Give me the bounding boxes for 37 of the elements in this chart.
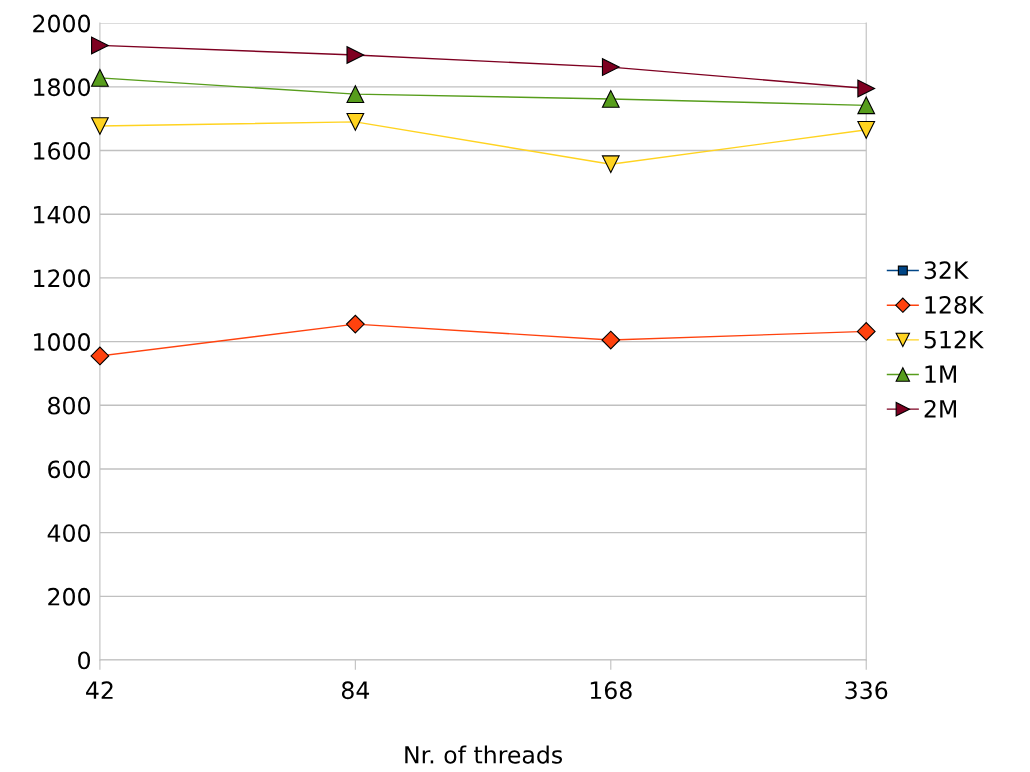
legend-label: 32K xyxy=(924,261,969,280)
point xyxy=(91,36,109,55)
point xyxy=(601,155,620,174)
legend-label: 128K xyxy=(925,295,984,314)
point xyxy=(856,322,876,341)
y-tick-label: 800 xyxy=(48,396,91,415)
point xyxy=(90,346,110,366)
y-tick-label: 1600 xyxy=(34,141,91,160)
point xyxy=(91,69,109,87)
y-tick-label: 1200 xyxy=(34,269,91,288)
y-tick-label: 2000 xyxy=(33,14,91,33)
y-tick-label: 200 xyxy=(48,587,91,606)
y-tick-label: 0 xyxy=(78,651,91,670)
y-tick-label: 1800 xyxy=(34,78,91,97)
x-tick-label: 84 xyxy=(341,681,370,700)
point xyxy=(857,96,876,115)
point xyxy=(601,58,620,76)
point xyxy=(601,330,621,350)
point xyxy=(346,46,365,64)
x-tick-label: 42 xyxy=(86,681,113,699)
point xyxy=(857,79,876,98)
x-tick-label: 336 xyxy=(845,681,888,700)
point xyxy=(857,120,876,139)
x-axis-title: Nr. of threads xyxy=(405,745,562,764)
y-tick-label: 600 xyxy=(48,460,91,479)
x-tick-label: 168 xyxy=(590,681,632,700)
legend-label: 2M xyxy=(924,399,956,418)
point xyxy=(346,85,365,104)
legend-label: 512K xyxy=(924,330,984,349)
y-tick-label: 400 xyxy=(47,524,91,542)
point xyxy=(346,112,365,131)
point xyxy=(345,314,365,334)
legend-label: 1M xyxy=(925,365,956,383)
point xyxy=(91,117,109,135)
y-tick-label: 1000 xyxy=(34,333,91,351)
point xyxy=(601,90,620,108)
y-tick-label: 1400 xyxy=(34,205,91,224)
